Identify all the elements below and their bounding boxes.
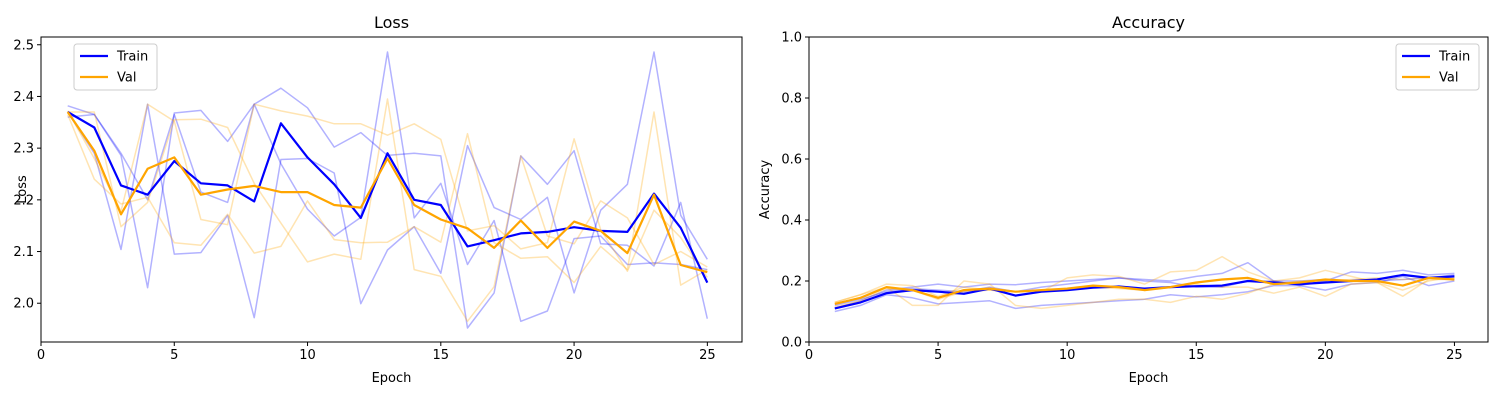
x-tick-label: 5 (934, 348, 942, 363)
y-tick-label: 0.6 (781, 153, 802, 168)
y-tick-label: 0.8 (781, 92, 802, 107)
axes-frame (808, 36, 1489, 343)
x-tick-label: 5 (170, 348, 178, 363)
x-tick-label: 15 (433, 348, 450, 363)
legend: Train Val (73, 43, 158, 91)
x-tick-label: 25 (1446, 348, 1463, 363)
series-line-val (834, 276, 1455, 305)
x-tick-label: 0 (37, 348, 45, 363)
y-tick-label: 2.2 (13, 193, 34, 208)
x-tick-label: 10 (1059, 348, 1076, 363)
chart-title: Loss (374, 13, 409, 32)
y-axis-label: Accuracy (758, 160, 773, 220)
chart-title: Accuracy (1112, 13, 1185, 32)
y-tick-label: 1.0 (781, 31, 802, 46)
legend-label: Val (117, 71, 136, 86)
y-tick-label: 2.1 (13, 245, 34, 260)
legend: Train Val (1395, 43, 1480, 91)
accuracy-chart: Accuracy 0 5 10 15 20 25 0.0 0.2 0.4 0.6 0.8 1.0 Epoc… (758, 13, 1489, 386)
x-axis-label: Epoch (372, 371, 412, 386)
faint-series-line (834, 261, 1455, 310)
faint-series-line (67, 51, 708, 323)
y-tick-label: 2.5 (13, 38, 34, 53)
faint-series-line (834, 275, 1455, 313)
x-tick-label: 20 (1317, 348, 1334, 363)
legend-label: Train (1438, 50, 1470, 65)
y-tick-label: 2.3 (13, 142, 34, 157)
faint-series-line (67, 51, 708, 319)
faint-series-line (67, 111, 708, 286)
faint-series-line (67, 98, 708, 323)
legend-label: Val (1439, 71, 1458, 86)
faint-series-line (834, 255, 1455, 304)
plot-area (66, 51, 709, 329)
y-tick-label: 2.4 (13, 90, 34, 105)
plot-area (834, 255, 1455, 313)
x-tick-label: 20 (566, 348, 583, 363)
y-tick-label: 2.0 (13, 297, 34, 312)
legend-label: Train (116, 50, 148, 65)
x-axis-label: Epoch (1129, 371, 1169, 386)
axes-frame (40, 36, 743, 343)
y-tick-label: 0.0 (781, 336, 802, 351)
y-axis-label: Loss (15, 175, 30, 204)
y-tick-label: 0.4 (781, 214, 802, 229)
x-tick-label: 25 (699, 348, 716, 363)
y-tick-label: 0.2 (781, 275, 802, 290)
faint-series-line (834, 277, 1455, 310)
x-tick-label: 15 (1188, 348, 1205, 363)
x-tick-label: 10 (299, 348, 316, 363)
series-line-val (66, 111, 708, 274)
loss-chart: Loss 0 5 10 15 20 25 2.0 2.1 2.2 2.3 2.4 2.5 Epoch Los… (13, 13, 743, 386)
x-tick-label: 0 (805, 348, 813, 363)
